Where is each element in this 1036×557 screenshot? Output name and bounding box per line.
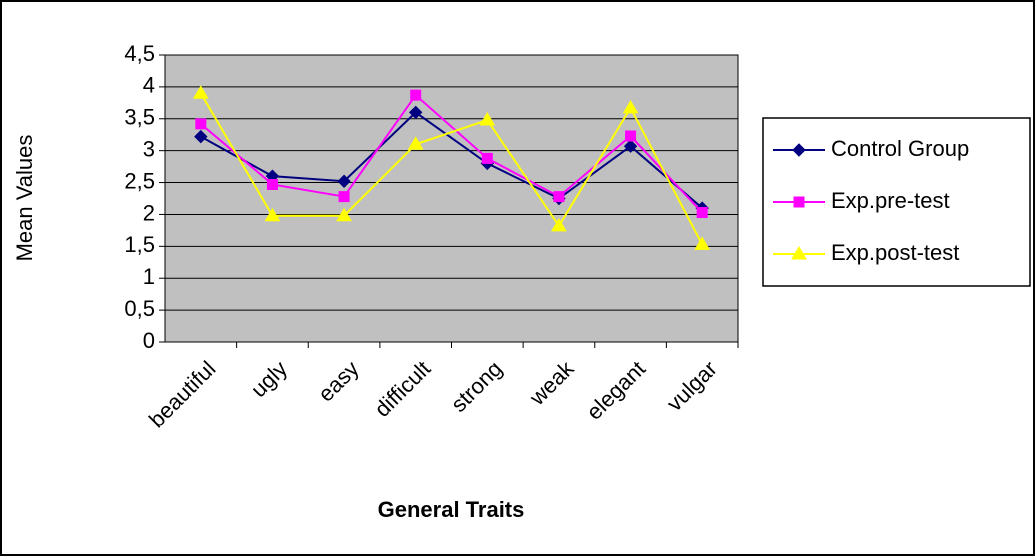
- y-tick-label: 4,5: [124, 41, 155, 66]
- marker: [194, 129, 208, 144]
- marker: [264, 207, 281, 222]
- marker: [336, 207, 352, 222]
- marker: [694, 236, 711, 250]
- marker: [266, 178, 278, 190]
- y-axis-title: Mean Values: [12, 135, 37, 262]
- marker: [793, 196, 805, 208]
- plot-area: [164, 54, 739, 343]
- marker: [553, 191, 565, 203]
- marker: [337, 174, 351, 188]
- y-tick-label: 0,5: [124, 296, 155, 321]
- marker: [622, 99, 639, 114]
- y-tick-label: 2,5: [124, 168, 155, 193]
- series-line: [199, 92, 704, 245]
- marker: [195, 118, 207, 130]
- legend-label: Control Group: [831, 136, 969, 161]
- marker: [623, 139, 638, 153]
- x-axis-title: General Traits: [378, 497, 525, 522]
- marker: [791, 246, 807, 260]
- series-line: [200, 93, 703, 214]
- y-tick-label: 4: [143, 73, 155, 98]
- y-tick-label: 0: [143, 328, 155, 353]
- marker: [551, 217, 567, 232]
- y-tick-label: 1,5: [124, 232, 155, 257]
- y-tick-label: 1: [143, 264, 155, 289]
- marker: [696, 207, 708, 219]
- marker: [410, 89, 422, 101]
- marker: [625, 130, 637, 142]
- marker: [408, 105, 423, 120]
- series-line: [200, 111, 703, 209]
- marker: [792, 143, 806, 157]
- marker: [481, 152, 493, 164]
- y-tick-label: 2: [143, 200, 155, 225]
- marker: [479, 112, 496, 126]
- marker: [338, 191, 350, 203]
- y-tick-label: 3,5: [124, 105, 155, 130]
- y-tick-label: 3: [143, 136, 155, 161]
- legend-label: Exp.pre-test: [831, 188, 950, 213]
- marker: [407, 136, 424, 150]
- marker: [192, 85, 209, 99]
- legend-label: Exp.post-test: [831, 240, 959, 265]
